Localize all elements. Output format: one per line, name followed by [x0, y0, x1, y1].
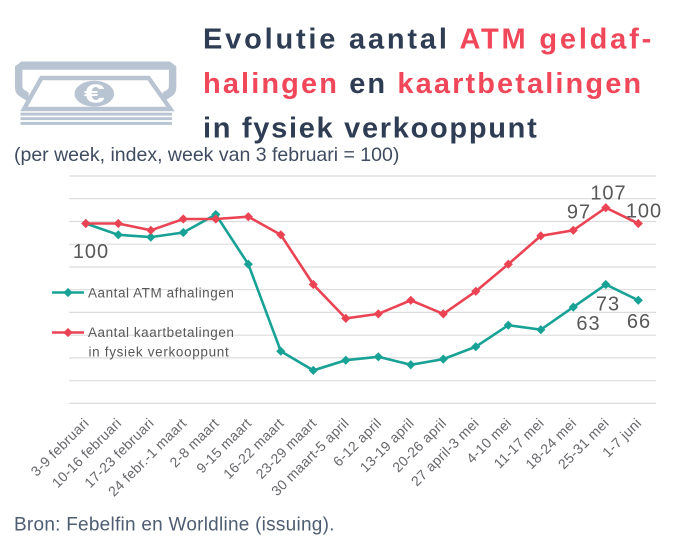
svg-text:Evolutie aantal ATM geldaf- ha: Evolutie aantal ATM geldaf- halingen en …	[203, 24, 662, 145]
svg-text:Aantal ATM afhalingen: Aantal ATM afhalingen	[88, 286, 234, 301]
svg-text:in fysiek verkooppunt: in fysiek verkooppunt	[89, 345, 230, 360]
svg-text:66: 66	[627, 311, 651, 333]
svg-text:73: 73	[596, 294, 620, 316]
svg-text:€: €	[84, 79, 105, 108]
svg-text:97: 97	[567, 202, 591, 224]
svg-text:107: 107	[590, 183, 626, 205]
svg-text:100: 100	[626, 201, 662, 223]
svg-text:100: 100	[73, 241, 109, 263]
svg-text:Aantal kaartbetalingen: Aantal kaartbetalingen	[88, 325, 234, 340]
svg-text:Bron: Febelfin en Worldline (i: Bron: Febelfin en Worldline (issuing).	[14, 515, 335, 536]
svg-text:(per week, index, week van 3 f: (per week, index, week van 3 februari = …	[14, 144, 399, 166]
svg-text:63: 63	[576, 313, 600, 335]
